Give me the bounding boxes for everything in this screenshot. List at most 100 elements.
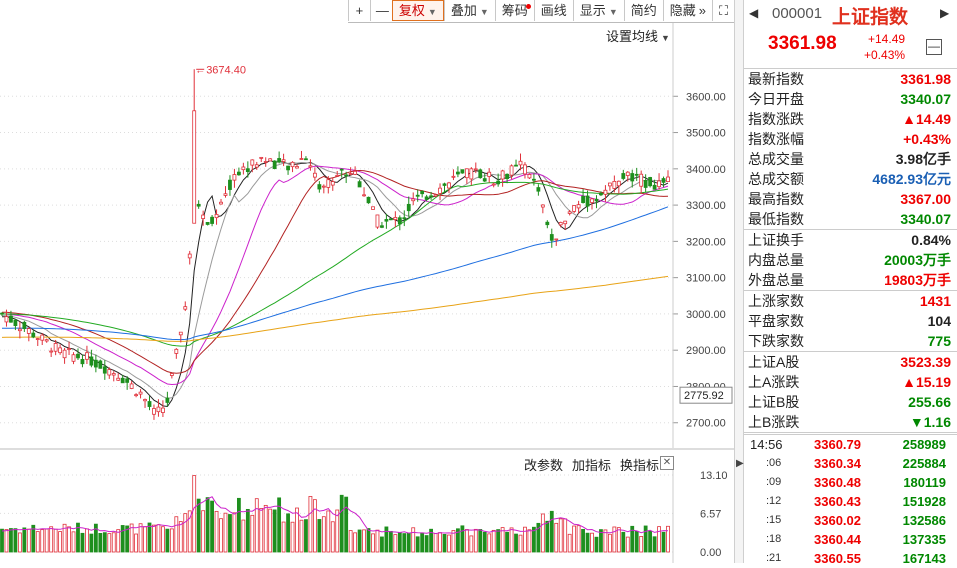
- candle-body[interactable]: [451, 175, 456, 178]
- collapse-icon[interactable]: —: [926, 39, 942, 55]
- candle-body[interactable]: [245, 168, 250, 173]
- candle-body[interactable]: [612, 180, 617, 189]
- candle-body[interactable]: [321, 185, 326, 188]
- toolbar-button[interactable]: —: [369, 0, 392, 21]
- switch-indicator-button[interactable]: 换指标: [620, 458, 660, 473]
- candle-body[interactable]: [299, 158, 304, 160]
- candle-body[interactable]: [201, 214, 206, 219]
- toolbar-button[interactable]: 筹码: [494, 0, 534, 21]
- candle-body[interactable]: [540, 204, 545, 208]
- candle-body[interactable]: [13, 319, 18, 326]
- candle-body[interactable]: [169, 373, 174, 376]
- candle-body[interactable]: [339, 168, 344, 171]
- candle-body[interactable]: [219, 201, 223, 205]
- candle-body[interactable]: [290, 161, 295, 168]
- candle-body[interactable]: [648, 177, 653, 187]
- candle-body[interactable]: [384, 219, 389, 222]
- candle-body[interactable]: [89, 356, 94, 366]
- candle-body[interactable]: [192, 110, 197, 224]
- candle-body[interactable]: [634, 173, 639, 176]
- candle-body[interactable]: [353, 170, 358, 175]
- candle-body[interactable]: [514, 164, 518, 167]
- toolbar-button[interactable]: 画线: [533, 0, 573, 21]
- candle-body[interactable]: [460, 169, 465, 174]
- candle-body[interactable]: [143, 399, 147, 402]
- candle-body[interactable]: [590, 198, 594, 203]
- candle-body[interactable]: [295, 166, 299, 169]
- candle-body[interactable]: [380, 225, 384, 228]
- candle-body[interactable]: [388, 218, 393, 221]
- candle-body[interactable]: [348, 173, 353, 175]
- candle-body[interactable]: [31, 332, 36, 338]
- candle-body[interactable]: [406, 203, 411, 212]
- candle-body[interactable]: [661, 178, 666, 183]
- candle-body[interactable]: [254, 164, 259, 168]
- candle-body[interactable]: [107, 369, 112, 376]
- expand-arrow-icon[interactable]: ▶: [736, 458, 744, 469]
- candle-body[interactable]: [35, 338, 40, 340]
- candle-body[interactable]: [429, 195, 434, 198]
- candle-body[interactable]: [420, 190, 425, 195]
- kline-chart-area[interactable]: 3600.00 3500.00 3400.00 3300.00 3200.00 3100.…: [0, 0, 735, 563]
- candle-body[interactable]: [527, 174, 532, 179]
- candle-body[interactable]: [147, 401, 152, 407]
- candle-body[interactable]: [129, 383, 134, 389]
- ma-setting-button[interactable]: 设置均线 ▼: [606, 26, 670, 45]
- candle-body[interactable]: [554, 238, 559, 241]
- candle-body[interactable]: [210, 216, 214, 224]
- candle-body[interactable]: [621, 173, 626, 179]
- toolbar-button[interactable]: 复权 ▼: [391, 0, 444, 21]
- candle-body[interactable]: [326, 179, 331, 188]
- candle-body[interactable]: [125, 378, 130, 383]
- candle-body[interactable]: [317, 184, 322, 190]
- candle-body[interactable]: [250, 159, 255, 166]
- candle-body[interactable]: [438, 187, 442, 194]
- candle-body[interactable]: [138, 391, 143, 395]
- candle-body[interactable]: [357, 181, 362, 188]
- panel-splitter[interactable]: [735, 0, 744, 563]
- candle-body[interactable]: [102, 366, 107, 374]
- candle-body[interactable]: [53, 343, 58, 352]
- candle-body[interactable]: [625, 171, 630, 176]
- candle-body[interactable]: [599, 192, 603, 196]
- candle-body[interactable]: [259, 156, 264, 159]
- candle-body[interactable]: [120, 377, 125, 384]
- candle-body[interactable]: [156, 406, 161, 413]
- candle-body[interactable]: [85, 352, 89, 360]
- candle-body[interactable]: [76, 353, 80, 359]
- candle-body[interactable]: [344, 174, 349, 177]
- candle-body[interactable]: [464, 168, 469, 179]
- kline-chart[interactable]: 3600.00 3500.00 3400.00 3300.00 3200.00 3100.…: [0, 0, 734, 563]
- candle-body[interactable]: [657, 180, 661, 188]
- candle-body[interactable]: [567, 211, 572, 214]
- candle-body[interactable]: [393, 216, 398, 220]
- candle-body[interactable]: [205, 222, 210, 225]
- candle-body[interactable]: [44, 339, 49, 342]
- candle-body[interactable]: [572, 205, 577, 212]
- candle-body[interactable]: [558, 222, 563, 226]
- candle-body[interactable]: [196, 203, 201, 207]
- candle-body[interactable]: [603, 189, 608, 195]
- candle-body[interactable]: [469, 168, 474, 180]
- candle-body[interactable]: [187, 253, 192, 259]
- candle-body[interactable]: [478, 169, 483, 179]
- candle-body[interactable]: [532, 178, 536, 181]
- candle-body[interactable]: [277, 158, 282, 163]
- candle-body[interactable]: [518, 160, 523, 166]
- candle-body[interactable]: [415, 194, 420, 197]
- candle-body[interactable]: [576, 204, 581, 209]
- candle-body[interactable]: [456, 171, 460, 175]
- candle-body[interactable]: [402, 217, 407, 220]
- candle-body[interactable]: [312, 172, 317, 178]
- candle-body[interactable]: [433, 194, 438, 197]
- candle-body[interactable]: [232, 174, 237, 181]
- candle-body[interactable]: [9, 315, 13, 323]
- candle-body[interactable]: [161, 407, 165, 413]
- candle-body[interactable]: [616, 180, 621, 187]
- candle-body[interactable]: [607, 182, 612, 187]
- candle-body[interactable]: [397, 217, 402, 225]
- candle-body[interactable]: [491, 183, 496, 186]
- candle-body[interactable]: [178, 331, 183, 336]
- candle-body[interactable]: [509, 165, 514, 176]
- candle-body[interactable]: [152, 408, 156, 415]
